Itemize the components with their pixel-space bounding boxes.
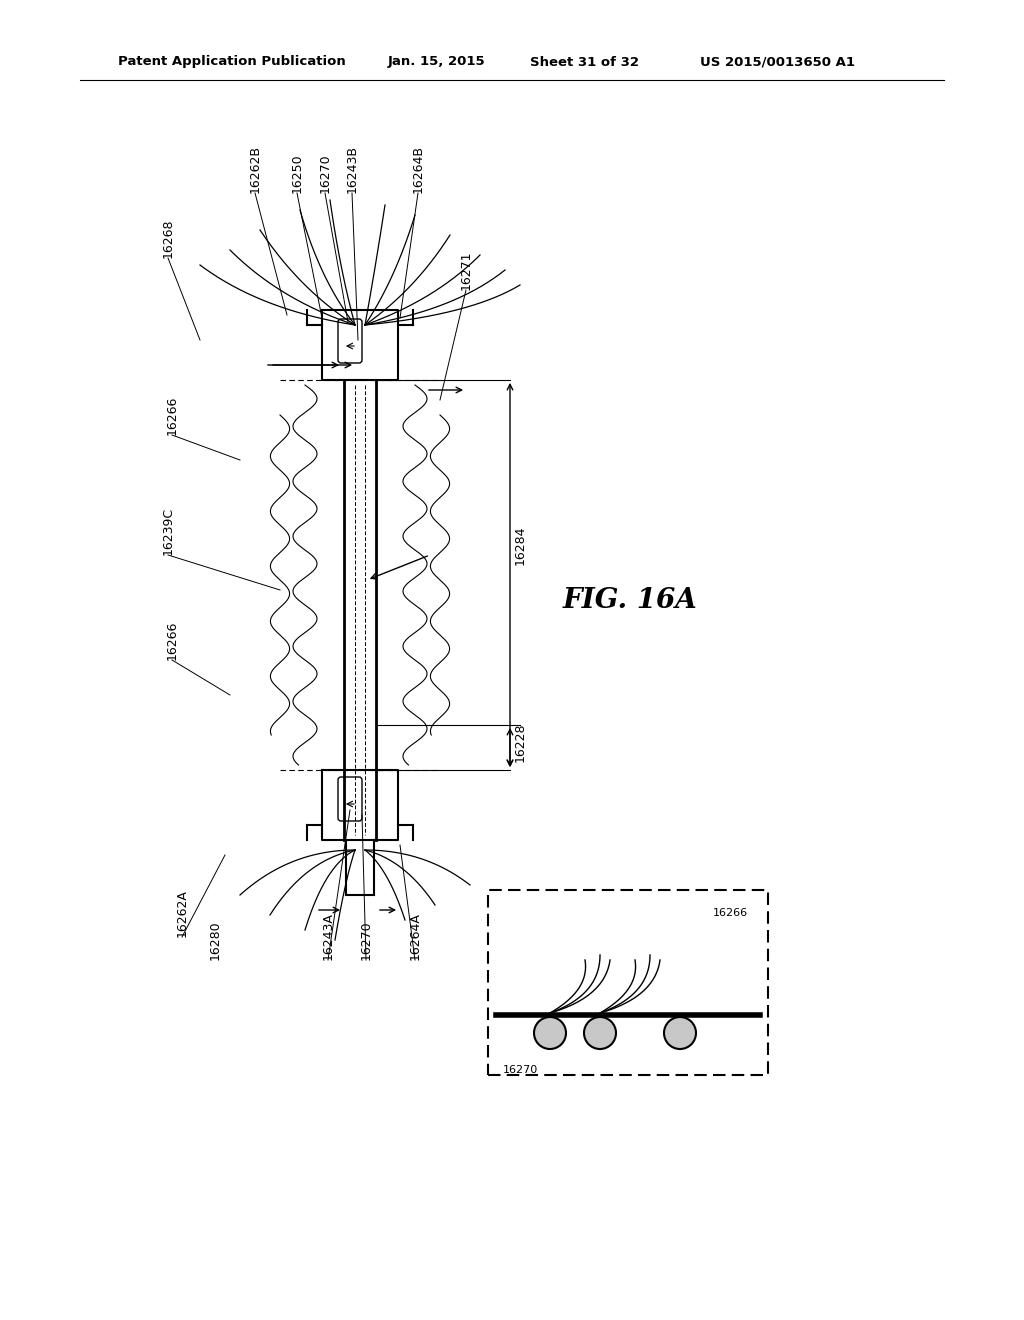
Text: 16268: 16268 [162,219,174,257]
Text: 16271: 16271 [460,251,472,290]
Text: 16270: 16270 [503,1065,539,1074]
Text: 16266: 16266 [166,396,178,436]
Circle shape [584,1016,616,1049]
Text: 16264A: 16264A [409,912,422,960]
Text: 16239C: 16239C [162,507,174,554]
Circle shape [534,1016,566,1049]
Text: 16270: 16270 [318,153,332,193]
Text: 16264B: 16264B [412,145,425,193]
Text: 16228: 16228 [513,722,526,762]
Text: Patent Application Publication: Patent Application Publication [118,55,346,69]
Circle shape [664,1016,696,1049]
Text: Sheet 31 of 32: Sheet 31 of 32 [530,55,639,69]
Text: 16284: 16284 [513,525,526,565]
Text: 16262B: 16262B [249,145,261,193]
Text: 16250: 16250 [291,153,303,193]
Text: Jan. 15, 2015: Jan. 15, 2015 [388,55,485,69]
Bar [488,890,768,1074]
Text: 16266: 16266 [166,620,178,660]
Text: 16270: 16270 [359,920,373,960]
Text: 16243A: 16243A [322,912,335,960]
Text: 16266: 16266 [713,908,749,917]
Text: 16243B: 16243B [345,145,358,193]
Text: 16280: 16280 [209,920,221,960]
Text: FIG. 16A: FIG. 16A [562,586,697,614]
Text: 16262A: 16262A [175,890,188,937]
Text: US 2015/0013650 A1: US 2015/0013650 A1 [700,55,855,69]
